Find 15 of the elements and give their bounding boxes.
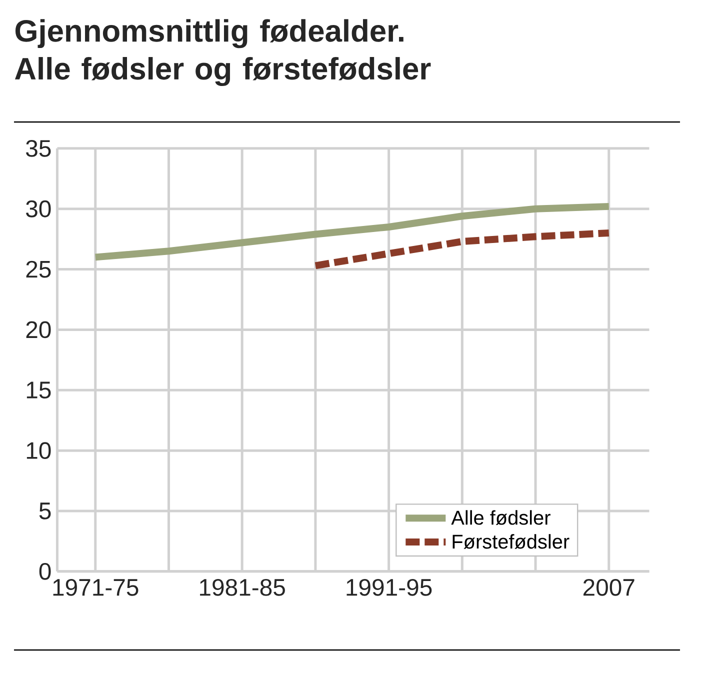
y-tick-label: 15 — [26, 382, 51, 398]
x-tick-label: 1991-95 — [346, 578, 432, 596]
x-tick-label: 1981-85 — [200, 578, 285, 596]
y-tick-label: 35 — [26, 140, 51, 157]
y-tick-label: 0 — [39, 562, 51, 580]
x-tick-label: 1971-75 — [53, 578, 138, 596]
chart-title: Gjennomsnittlig fødealder. Alle fødsler og førstefødsler — [14, 19, 431, 86]
y-tick-label: 10 — [26, 442, 51, 460]
y-tick-label: 5 — [39, 502, 51, 520]
y-tick-label: 25 — [26, 260, 51, 278]
legend-label: Alle fødsler — [451, 510, 550, 525]
y-tick-label: 30 — [26, 200, 51, 218]
x-tick-label: 2007 — [583, 578, 634, 596]
legend-label: Førstefødsler — [452, 534, 570, 549]
y-tick-label: 20 — [26, 321, 51, 338]
